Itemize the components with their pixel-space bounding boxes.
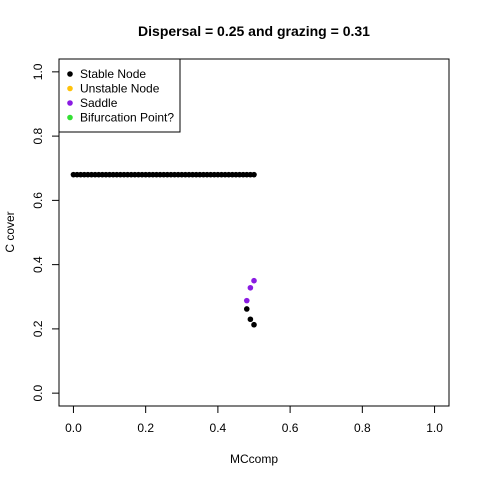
x-tick-label: 0.8 <box>354 421 371 435</box>
x-axis-label: MCcomp <box>230 452 278 466</box>
y-axis-label: C cover <box>3 211 17 252</box>
legend-label: Bifurcation Point? <box>80 111 174 125</box>
point-saddle <box>251 277 257 284</box>
point-saddle <box>243 297 250 304</box>
legend-marker <box>67 71 73 77</box>
legend-box <box>58 58 181 133</box>
point-stable-node <box>251 171 257 178</box>
point-stable-node <box>243 306 250 312</box>
x-tick-label: 0.2 <box>137 421 154 435</box>
y-tick-label: 0.0 <box>31 384 45 401</box>
legend-marker <box>67 100 73 106</box>
data-points <box>70 171 257 328</box>
legend-label: Saddle <box>80 96 118 110</box>
x-axis: 0.0 0.2 0.4 0.6 0.8 1.0 <box>65 405 443 435</box>
y-tick-label: 1.0 <box>31 63 45 80</box>
legend-label: Unstable Node <box>80 82 160 96</box>
x-tick-label: 0.4 <box>210 421 227 435</box>
y-axis: 0.0 0.2 0.4 0.6 0.8 1.0 <box>31 63 60 401</box>
point-saddle <box>247 284 254 291</box>
y-tick-label: 0.2 <box>31 320 45 337</box>
x-tick-label: 1.0 <box>426 421 443 435</box>
y-tick-label: 0.8 <box>31 127 45 144</box>
legend-marker <box>67 114 73 121</box>
legend-label: Stable Node <box>80 67 146 81</box>
point-stable-node <box>251 321 257 328</box>
y-tick-label: 0.6 <box>31 192 45 209</box>
x-tick-label: 0.0 <box>65 421 82 435</box>
x-tick-label: 0.6 <box>282 421 299 435</box>
legend-marker <box>67 85 73 92</box>
chart-title: Dispersal = 0.25 and grazing = 0.31 <box>138 23 370 39</box>
point-stable-node <box>247 316 254 323</box>
y-tick-label: 0.4 <box>31 256 45 273</box>
